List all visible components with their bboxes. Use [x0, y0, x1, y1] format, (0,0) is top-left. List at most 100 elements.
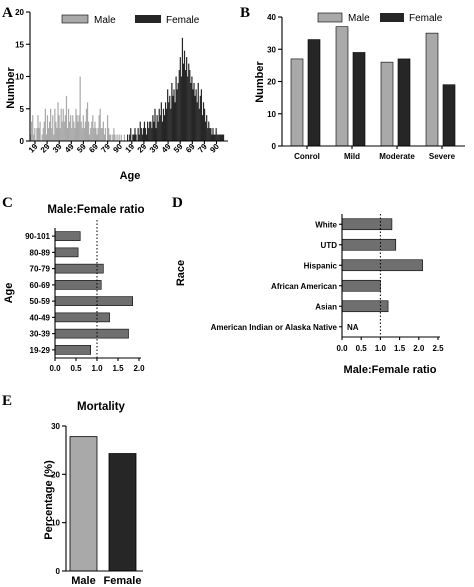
x-tick-label: 1.0: [91, 364, 103, 373]
panel-e-title: Mortality: [77, 401, 126, 413]
histogram-bar-female: [198, 108, 200, 141]
histogram-bar-male: [45, 134, 48, 141]
histogram-bar-male: [43, 121, 45, 141]
histogram-bar-male: [90, 128, 92, 141]
histogram-bar-female: [155, 128, 157, 141]
histogram-bar-female: [156, 115, 158, 141]
histogram-bar-male: [87, 121, 90, 141]
x-tick-label: 2.5: [432, 344, 444, 353]
histogram-bar-female: [197, 82, 199, 141]
histogram-bar-female: [148, 128, 150, 141]
panel-b-bars: [290, 26, 456, 147]
histogram-bar-female: [184, 70, 187, 141]
histogram-bar-female: [201, 115, 204, 141]
histogram-bar-female: [149, 121, 151, 141]
histogram-bar-female: [134, 128, 136, 141]
histogram-bar-male: [44, 108, 46, 141]
x-tick-label: 2.0: [413, 344, 425, 353]
panel-e-bars: [69, 436, 137, 572]
histogram-bar-male: [112, 134, 114, 141]
panel-b-x-axis: Conrol Mild Moderate Severe: [294, 146, 456, 161]
y-tick-label: 60-69: [30, 281, 51, 290]
histogram-bar-male: [86, 102, 89, 141]
histogram-bar-female: [194, 95, 196, 141]
ratio-bar: [54, 296, 133, 306]
x-tick-label: Male: [71, 575, 95, 587]
histogram-bar-female: [138, 134, 140, 141]
histogram-bar-female: [161, 121, 163, 141]
histogram-bar-male: [71, 128, 73, 141]
histogram-bar-female: [167, 89, 169, 141]
histogram-bar-male: [31, 121, 33, 141]
y-tick-label: 0: [20, 137, 25, 146]
ratio-bar: [54, 345, 92, 355]
bar-female: [397, 58, 411, 147]
histogram-bar-female: [187, 76, 189, 141]
y-tick-label: African American: [271, 282, 337, 291]
histogram-bar-male: [64, 115, 66, 141]
histogram-bar-male: [47, 128, 50, 141]
histogram-bar-female: [145, 134, 148, 141]
histogram-bar-male: [79, 76, 81, 141]
histogram-bar-female: [210, 128, 212, 141]
bar-male: [425, 32, 439, 147]
histogram-bar-male: [55, 121, 57, 141]
panel-d-bars: NA: [341, 218, 423, 332]
histogram-bar-female: [168, 102, 170, 141]
legend-swatch-male: [317, 12, 343, 23]
panel-c-bars: [54, 231, 133, 355]
histogram-bar-female: [137, 128, 139, 141]
histogram-bar-male: [92, 115, 94, 141]
histogram-bar-male: [102, 121, 104, 141]
bar-female: [442, 84, 456, 147]
histogram-bar-female: [219, 134, 221, 141]
histogram-bar-female: [193, 82, 195, 141]
y-tick-label: 20: [267, 78, 276, 87]
histogram-bar-male: [75, 108, 77, 141]
histogram-bar-male: [52, 115, 54, 141]
histogram-bar-female: [140, 128, 142, 141]
histogram-bar-male: [33, 134, 35, 141]
na-annotation: NA: [347, 323, 359, 332]
histogram-bar-male: [94, 121, 96, 141]
histogram-bar-male: [41, 134, 43, 141]
ratio-bar: [341, 218, 393, 231]
x-tick-label: 0.0: [336, 344, 348, 353]
histogram-bar-female: [171, 82, 173, 141]
histogram-bar-male: [69, 121, 71, 141]
histogram-bar-male: [72, 115, 74, 141]
x-tick-label: 90: [208, 142, 221, 155]
histogram-bar-female: [196, 102, 198, 141]
y-tick-label: Hispanic: [304, 261, 338, 270]
panel-a-bars: [30, 37, 225, 142]
y-tick-label: 10: [51, 519, 60, 528]
histogram-bar-male: [110, 134, 112, 141]
panel-c-y-axis: 90-101 80-89 70-79 60-69 50-59 40-49 30-39 19-2…: [25, 232, 55, 355]
histogram-bar-male: [109, 134, 111, 141]
panel-a-x-axis: 19 29 39 49 59 69 79 90 19 29 39 49 59 69 79 90: [27, 141, 221, 155]
panel-b-y-axis: 0 10 20 30 40: [267, 13, 282, 151]
x-tick-label: Female: [104, 575, 142, 587]
histogram-bar-female: [179, 57, 181, 141]
y-tick-label: 0: [56, 567, 61, 576]
y-tick-label: 30: [51, 422, 60, 431]
histogram-bar-male: [108, 128, 110, 141]
ratio-bar: [54, 312, 110, 323]
histogram-bar-female: [166, 108, 168, 141]
ratio-bar: [341, 238, 397, 251]
histogram-bar-male: [96, 134, 98, 141]
x-tick-label: Moderate: [379, 152, 415, 161]
y-tick-label: 10: [267, 110, 276, 119]
histogram-bar-male: [78, 115, 80, 141]
y-tick-label: 80-89: [30, 248, 51, 257]
ratio-bar: [54, 328, 129, 339]
histogram-bar-male: [84, 121, 87, 141]
histogram-bar-male: [99, 108, 101, 141]
histogram-bar-male: [56, 128, 58, 141]
y-tick-label: 19-29: [30, 346, 51, 355]
histogram-bar-male: [54, 108, 56, 141]
histogram-bar-female: [220, 134, 223, 141]
y-tick-label: 90-101: [25, 232, 50, 241]
histogram-bar-female: [209, 128, 211, 141]
